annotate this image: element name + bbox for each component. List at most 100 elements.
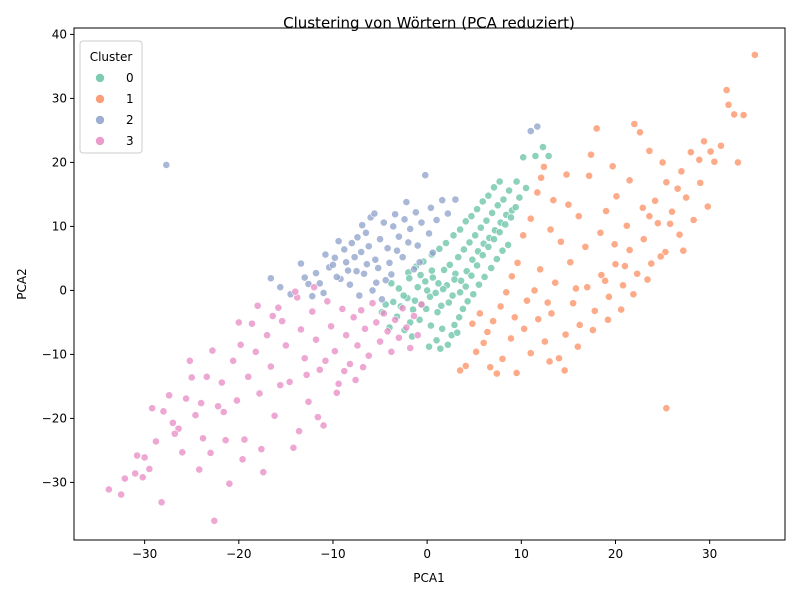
- data-point-cluster-0: [495, 177, 504, 186]
- data-point-cluster-3: [268, 312, 277, 320]
- data-point-cluster-3: [263, 331, 271, 340]
- data-point-cluster-1: [621, 262, 629, 270]
- data-point-cluster-3: [199, 434, 207, 443]
- data-point-cluster-3: [340, 367, 349, 375]
- data-point-cluster-3: [402, 323, 411, 332]
- data-point-cluster-3: [195, 465, 204, 474]
- data-point-cluster-0: [431, 289, 440, 297]
- chart-title: Clustering von Wörtern (PCA reduziert): [283, 14, 575, 32]
- data-point-cluster-0: [442, 239, 450, 247]
- y-tick-label: −30: [42, 475, 67, 489]
- legend-label-1: 1: [126, 92, 134, 106]
- data-point-cluster-3: [159, 407, 168, 416]
- legend-items: 0 1 2 3: [95, 71, 134, 148]
- data-point-cluster-0: [504, 241, 513, 249]
- legend-label-0: 0: [126, 71, 134, 85]
- data-point-cluster-3: [104, 485, 113, 494]
- data-point-cluster-0: [522, 184, 530, 192]
- data-point-cluster-1: [638, 203, 647, 212]
- data-point-cluster-3: [281, 341, 290, 350]
- data-point-cluster-1: [540, 162, 548, 171]
- data-point-cluster-0: [428, 273, 437, 282]
- data-point-cluster-3: [353, 341, 362, 350]
- data-point-cluster-2: [379, 218, 388, 227]
- data-point-cluster-3: [310, 283, 319, 292]
- data-point-cluster-1: [483, 328, 492, 336]
- data-point-cluster-3: [251, 347, 260, 356]
- data-point-cluster-0: [436, 344, 445, 353]
- data-point-cluster-0: [438, 324, 447, 333]
- legend: Cluster 0 1 2 3: [79, 40, 143, 154]
- data-point-cluster-2: [421, 171, 430, 180]
- data-point-cluster-1: [569, 299, 578, 308]
- data-point-cluster-2: [340, 245, 349, 254]
- data-point-cluster-2: [360, 269, 368, 278]
- data-point-cluster-3: [202, 372, 211, 381]
- data-point-cluster-1: [489, 317, 497, 326]
- data-point-cluster-2: [402, 198, 411, 206]
- data-point-cluster-0: [440, 266, 448, 274]
- data-point-cluster-2: [383, 244, 392, 253]
- data-point-cluster-0: [484, 191, 493, 200]
- data-point-cluster-3: [233, 396, 241, 405]
- data-point-cluster-1: [622, 221, 631, 230]
- x-tick-label: −30: [132, 547, 157, 561]
- data-point-cluster-0: [519, 153, 528, 162]
- legend-title: Cluster: [90, 50, 133, 64]
- data-point-cluster-1: [597, 271, 606, 279]
- data-point-cluster-2: [398, 253, 407, 262]
- data-point-cluster-1: [519, 231, 528, 240]
- data-point-cluster-2: [393, 246, 401, 255]
- data-point-cluster-3: [274, 303, 283, 312]
- data-point-cluster-1: [456, 366, 465, 375]
- data-point-cluster-0: [410, 296, 419, 305]
- data-point-cluster-3: [413, 331, 422, 340]
- data-point-cluster-2: [355, 291, 364, 300]
- data-point-cluster-1: [486, 363, 495, 372]
- data-point-cluster-0: [493, 201, 502, 210]
- data-point-cluster-1: [533, 188, 542, 197]
- data-point-cluster-0: [471, 231, 480, 240]
- data-point-cluster-3: [168, 418, 177, 427]
- data-point-cluster-0: [467, 212, 476, 221]
- data-point-cluster-1: [537, 173, 545, 182]
- data-point-cluster-3: [319, 421, 328, 430]
- data-point-cluster-3: [351, 376, 360, 384]
- data-point-cluster-2: [362, 260, 371, 269]
- data-point-cluster-3: [219, 408, 228, 416]
- data-point-cluster-1: [549, 196, 558, 205]
- data-point-cluster-0: [422, 305, 431, 313]
- data-point-cluster-3: [244, 372, 253, 381]
- data-point-cluster-1: [564, 200, 573, 209]
- x-tick-label: −20: [226, 547, 251, 561]
- data-point-cluster-3: [206, 449, 215, 457]
- data-point-cluster-3: [323, 297, 332, 306]
- data-point-cluster-2: [315, 279, 324, 288]
- data-point-cluster-3: [266, 362, 275, 371]
- data-point-cluster-2: [526, 127, 535, 135]
- data-point-cluster-2: [368, 286, 377, 295]
- data-point-cluster-3: [410, 312, 418, 320]
- legend-marker-2: [95, 115, 105, 125]
- data-point-cluster-2: [404, 238, 413, 247]
- data-point-cluster-3: [185, 356, 194, 365]
- data-point-cluster-3: [391, 315, 400, 324]
- legend-label-2: 2: [126, 113, 134, 127]
- data-point-cluster-1: [546, 225, 555, 234]
- data-point-cluster-1: [543, 298, 552, 307]
- data-point-cluster-2: [400, 215, 409, 224]
- data-point-cluster-3: [234, 318, 243, 327]
- data-point-cluster-2: [370, 209, 379, 218]
- data-point-cluster-0: [463, 297, 472, 306]
- data-point-cluster-2: [350, 253, 359, 262]
- data-point-cluster-2: [394, 232, 403, 241]
- points-layer: [104, 50, 759, 525]
- data-point-cluster-1: [653, 219, 662, 228]
- data-point-cluster-3: [327, 322, 335, 331]
- data-point-cluster-1: [536, 265, 545, 274]
- data-point-cluster-1: [592, 124, 601, 133]
- data-point-cluster-1: [739, 111, 748, 119]
- data-point-cluster-1: [689, 216, 698, 224]
- data-point-cluster-1: [658, 158, 667, 167]
